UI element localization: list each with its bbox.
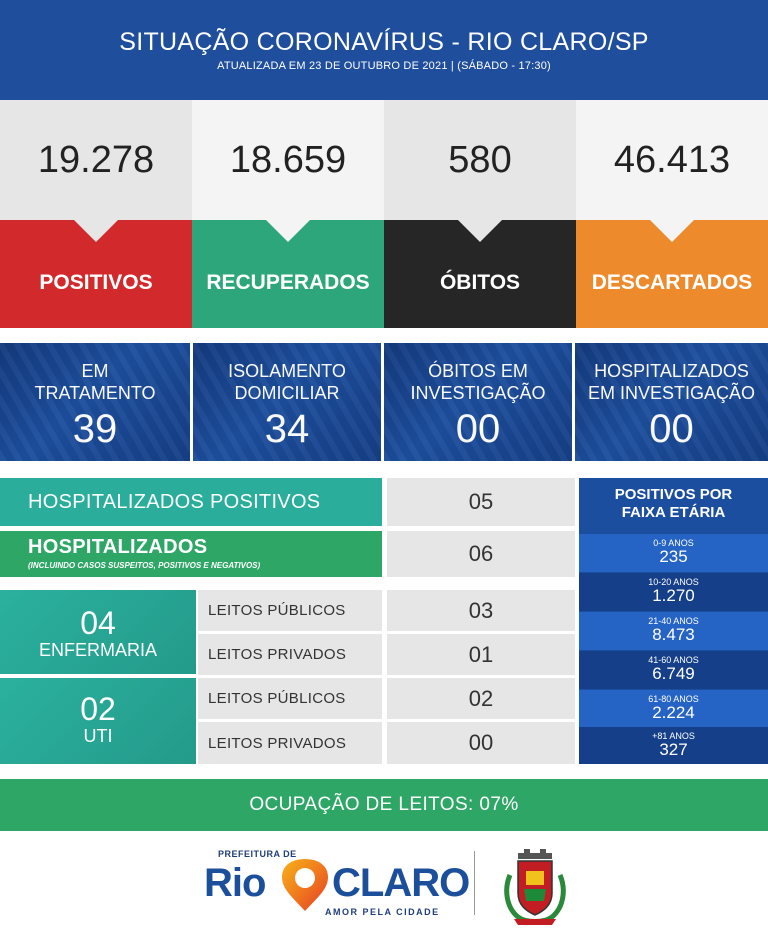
age-range: 61-80 ANOS <box>648 694 699 704</box>
logo-rio-text: Rio <box>204 861 266 905</box>
pointer-notch <box>266 220 310 242</box>
coat-of-arms-icon <box>504 849 566 925</box>
age-row-21-40: 21-40 ANOS 8.473 <box>579 612 768 650</box>
stat-label-descartados: DESCARTADOS <box>576 220 768 328</box>
card-value: 39 <box>72 407 118 451</box>
stat-label-obitos: ÓBITOS <box>384 220 576 328</box>
card-value: 34 <box>264 407 310 451</box>
pointer-notch <box>458 220 502 242</box>
age-count: 2.224 <box>652 703 695 722</box>
hospitalizados-total-banner: HOSPITALIZADOS (INCLUINDO CASOS SUSPEITO… <box>0 531 382 577</box>
card-label-line-1: ISOLAMENTO <box>228 361 346 381</box>
enfermaria-label: ENFERMARIA <box>38 640 157 660</box>
pointer-notch <box>74 220 118 242</box>
stat-card-recuperados: 18.659 RECUPERADOS <box>192 100 384 328</box>
age-row-41-60: 41-60 ANOS 6.749 <box>579 651 768 689</box>
card-hospitalizados-investigacao: HOSPITALIZADOS EM INVESTIGAÇÃO 00 <box>575 343 768 461</box>
age-range: 21-40 ANOS <box>648 616 699 626</box>
hospitalizados-total-value: 06 <box>387 531 575 577</box>
stat-card-positivos: 19.278 POSITIVOS <box>0 100 192 328</box>
enfermaria-publicos-label: LEITOS PÚBLICOS <box>198 590 382 631</box>
hospitalizados-positivos-label: HOSPITALIZADOS POSITIVOS <box>0 478 382 526</box>
card-obitos-investigacao: ÓBITOS EM INVESTIGAÇÃO 00 <box>384 343 572 461</box>
uti-block: 02 UTI <box>0 678 196 764</box>
age-range: 41-60 ANOS <box>648 655 699 665</box>
hospitalizados-total-note: (INCLUINDO CASOS SUSPEITOS, POSITIVOS E … <box>28 561 261 570</box>
uti-privados-value: 00 <box>387 722 575 764</box>
card-label-line-1: HOSPITALIZADOS <box>594 361 749 381</box>
age-panel-title-2: FAIXA ETÁRIA <box>621 504 726 521</box>
age-row-0-9: 0-9 ANOS 235 <box>579 534 768 572</box>
age-range: 10-20 ANOS <box>648 577 699 587</box>
uti-publicos-label: LEITOS PÚBLICOS <box>198 678 382 719</box>
age-count: 327 <box>659 740 688 759</box>
logo-claro-text: CLARO <box>332 861 470 905</box>
uti-label: UTI <box>83 726 113 746</box>
pointer-notch <box>650 220 694 242</box>
uti-privados-label: LEITOS PRIVADOS <box>198 722 382 764</box>
uti-publicos-value: 02 <box>387 678 575 719</box>
age-groups-panel: POSITIVOS POR FAIXA ETÁRIA 0-9 ANOS 235 … <box>579 478 768 764</box>
hospitalizados-positivos-value: 05 <box>387 478 575 526</box>
age-panel-title-1: POSITIVOS POR <box>614 486 733 503</box>
stat-value-obitos: 580 <box>448 138 512 181</box>
age-range: 0-9 ANOS <box>653 538 694 548</box>
card-label-line-2: DOMICILIAR <box>234 383 340 403</box>
card-label-line-2: TRATAMENTO <box>34 383 156 403</box>
card-em-tratamento: EM TRATAMENTO 39 <box>0 343 190 461</box>
update-timestamp: ATUALIZADA EM 23 DE OUTUBRO DE 2021 | (S… <box>217 60 551 72</box>
card-value: 00 <box>649 407 694 451</box>
enfermaria-count: 04 <box>80 605 116 641</box>
age-count: 8.473 <box>652 625 695 644</box>
page-title: SITUAÇÃO CORONAVÍRUS - RIO CLARO/SP <box>119 28 649 56</box>
stat-card-obitos: 580 ÓBITOS <box>384 100 576 328</box>
stat-value-positivos: 19.278 <box>37 138 155 181</box>
uti-count: 02 <box>80 691 116 727</box>
card-isolamento-domiciliar: ISOLAMENTO DOMICILIAR 34 <box>193 343 381 461</box>
logo-top-text: PREFEITURA DE <box>218 849 297 859</box>
age-row-61-80: 61-80 ANOS 2.224 <box>579 690 768 728</box>
hospitalizados-total-label: HOSPITALIZADOS <box>28 536 208 558</box>
heart-pin-icon <box>282 859 328 911</box>
footer-divider <box>474 851 475 915</box>
occupancy-banner: OCUPAÇÃO DE LEITOS: 07% <box>0 779 768 831</box>
enfermaria-publicos-value: 03 <box>387 590 575 631</box>
footer: PREFEITURA DE Rio CLARO AMOR PELA CIDADE <box>0 831 768 935</box>
enfermaria-privados-label: LEITOS PRIVADOS <box>198 634 382 675</box>
card-label-line-1: EM <box>81 361 109 381</box>
age-count: 1.270 <box>652 586 695 605</box>
stat-value-recuperados: 18.659 <box>229 138 347 181</box>
enfermaria-privados-value: 01 <box>387 634 575 675</box>
age-row-81-plus: +81 ANOS 327 <box>579 727 768 764</box>
age-count: 6.749 <box>652 664 695 683</box>
card-label-line-1: ÓBITOS EM <box>428 361 528 381</box>
card-label-line-2: EM INVESTIGAÇÃO <box>587 383 756 403</box>
logo-tagline: AMOR PELA CIDADE <box>325 907 440 917</box>
age-count: 235 <box>659 547 688 566</box>
age-range: +81 ANOS <box>652 731 695 741</box>
card-value: 00 <box>455 407 501 451</box>
enfermaria-block: 04 ENFERMARIA <box>0 590 196 674</box>
age-row-10-20: 10-20 ANOS 1.270 <box>579 573 768 611</box>
header-banner: SITUAÇÃO CORONAVÍRUS - RIO CLARO/SP ATUA… <box>0 0 768 100</box>
stat-card-descartados: 46.413 DESCARTADOS <box>576 100 768 328</box>
stat-value-descartados: 46.413 <box>613 138 731 181</box>
card-label-line-2: INVESTIGAÇÃO <box>410 383 546 403</box>
